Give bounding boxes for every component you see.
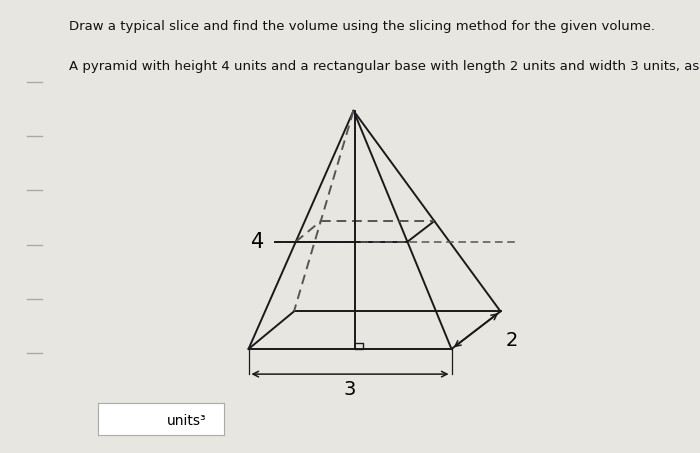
Text: A pyramid with height 4 units and a rectangular base with length 2 units and wid: A pyramid with height 4 units and a rect… [69, 60, 700, 73]
Text: 3: 3 [344, 381, 356, 400]
Text: 4: 4 [251, 232, 265, 252]
Text: Draw a typical slice and find the volume using the slicing method for the given : Draw a typical slice and find the volume… [69, 20, 655, 33]
Text: units³: units³ [167, 414, 207, 428]
Text: 2: 2 [505, 331, 518, 350]
